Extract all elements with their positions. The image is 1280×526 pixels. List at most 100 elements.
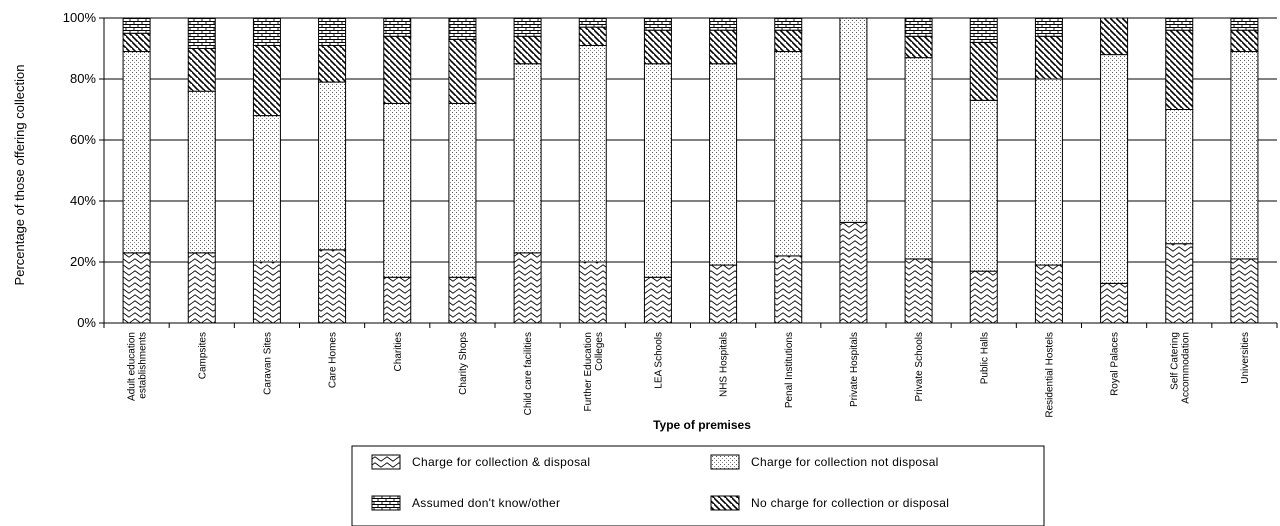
bar-segment (1034, 17, 1063, 37)
x-category-label: Child care facilities (523, 332, 534, 415)
y-tick-label: 0% (77, 315, 96, 330)
bar-segment (578, 17, 607, 28)
bar-segment (969, 17, 998, 43)
bar-segment (709, 17, 738, 31)
bar-segment (187, 252, 216, 324)
bar-segment (969, 99, 998, 272)
axes (103, 18, 1278, 328)
bar-segment (122, 252, 151, 324)
bar-segment (187, 48, 216, 92)
y-axis-ticks: 0% 20% 40% 60% 80% 100% (63, 10, 104, 330)
bar-segment (1100, 54, 1129, 284)
bar-segment (578, 44, 607, 263)
bar-segment (122, 32, 151, 53)
x-category-label: Accommodation (1180, 332, 1191, 404)
y-tick-label: 80% (70, 71, 96, 86)
bar-segment (1230, 51, 1259, 260)
bar-segment (1100, 17, 1129, 56)
bar-segment (448, 276, 477, 324)
bar-segment (578, 261, 607, 324)
legend-swatch (371, 495, 401, 511)
bar-segment (318, 249, 347, 324)
legend-label: Charge for collection & disposal (412, 455, 590, 469)
x-category-label: Care Homes (328, 332, 339, 388)
bar-segment (904, 35, 933, 59)
x-category-label: Charities (393, 332, 404, 371)
bar-segment (839, 17, 868, 223)
bar-segment (513, 63, 542, 254)
bar-segment (187, 90, 216, 254)
bar-segment (1165, 109, 1194, 245)
bar-segment (1100, 282, 1129, 324)
bar-segment (122, 17, 151, 34)
y-tick-label: 100% (63, 10, 97, 25)
legend: Charge for collection & disposal Charge f… (351, 445, 1045, 526)
x-axis-title: Type of premises (653, 418, 751, 432)
bar-segment (1034, 35, 1063, 80)
bar-segment (709, 29, 738, 65)
x-category-label: LEA Schools (653, 332, 664, 389)
bar-segment (1165, 243, 1194, 324)
bar-segment (1230, 258, 1259, 324)
bar-segment (1165, 29, 1194, 111)
bar-segment (122, 51, 151, 254)
y-tick-label: 60% (70, 132, 96, 147)
bar-segment (383, 276, 412, 324)
bar-segment (383, 35, 412, 104)
bar-segment (318, 17, 347, 46)
bar-segment (643, 276, 672, 324)
y-tick-label: 40% (70, 193, 96, 208)
bar-segment (318, 44, 347, 83)
legend-label: No charge for collection or disposal (751, 496, 949, 510)
bar-segment (252, 44, 281, 117)
bar-segment (774, 51, 803, 257)
bar-segment (969, 270, 998, 324)
bar-segment (709, 63, 738, 266)
bar-segment (1230, 17, 1259, 31)
x-category-label: Public Halls (979, 332, 990, 384)
x-category-label: Royal Palaces (1110, 332, 1121, 396)
x-category-label: Penal Institutions (784, 332, 795, 408)
bar-segment (1034, 78, 1063, 266)
y-axis-title: Percentage of those offering collection (12, 65, 27, 286)
bar-segment (1165, 17, 1194, 31)
bar-segment (513, 35, 542, 65)
y-axis-title-group: Percentage of those offering collection (12, 65, 27, 286)
legend-label: Charge for collection not disposal (751, 455, 939, 469)
x-category-label: Universities (1240, 332, 1251, 384)
bar-segment (839, 221, 868, 324)
bar-segment (643, 29, 672, 65)
bar-segment (578, 26, 607, 46)
x-category-label: Adult education (127, 332, 138, 401)
bar-segment (383, 102, 412, 278)
bar-segment (1034, 264, 1063, 324)
x-category-label: Further Education (583, 332, 594, 412)
bar-segment (774, 17, 803, 31)
x-category-label: Private Schools (914, 332, 925, 401)
x-category-label: NHS Hospitals (719, 332, 730, 397)
x-category-label: establishments (138, 332, 149, 399)
bar-segment (513, 252, 542, 324)
bar-segment (252, 17, 281, 46)
bar-segment (383, 17, 412, 37)
bar-segment (318, 81, 347, 251)
bar-segment (513, 17, 542, 37)
x-axis-category-labels: Adult education establishments Campsites Ca… (127, 332, 1251, 418)
bars (122, 17, 1259, 324)
x-category-label: Campsites (197, 332, 208, 379)
x-category-label: Charity Shops (458, 332, 469, 395)
bar-segment (252, 261, 281, 324)
y-tick-label: 20% (70, 254, 96, 269)
bar-segment (709, 264, 738, 324)
bar-segment (904, 17, 933, 37)
bar-segment (904, 258, 933, 324)
gridlines (104, 17, 1277, 263)
bar-segment (774, 29, 803, 53)
bar-segment (904, 57, 933, 260)
x-category-label: Self Catering (1169, 332, 1180, 390)
x-category-label: Colleges (594, 332, 605, 371)
bar-segment (643, 63, 672, 278)
bar-segment (643, 17, 672, 31)
x-category-label: Private Hospitals (849, 332, 860, 407)
